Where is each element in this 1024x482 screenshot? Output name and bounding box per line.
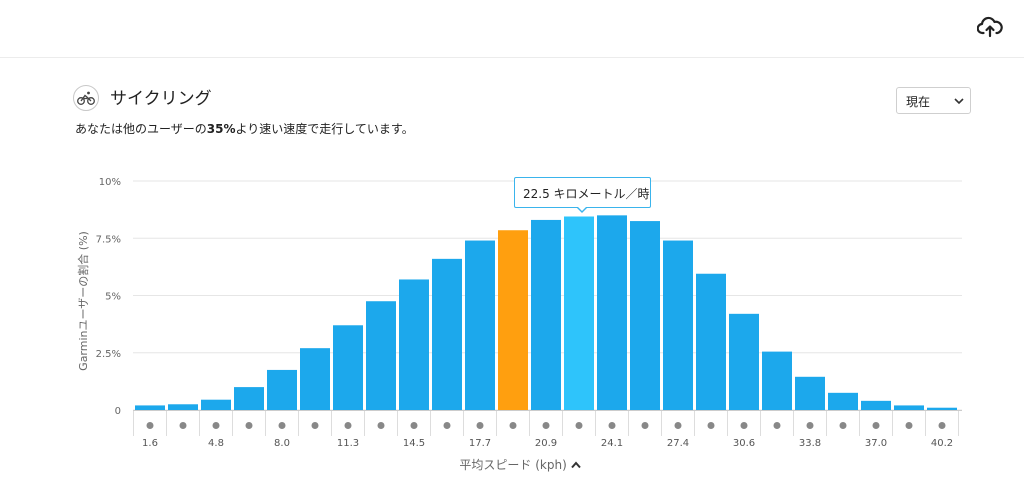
period-select[interactable]: 現在 — [896, 87, 971, 114]
summary-percent: 35% — [206, 122, 236, 136]
chevron-up-icon — [570, 461, 581, 469]
speed-summary: あなたは他のユーザーの35%より速い速度で走行しています。 — [75, 120, 414, 137]
bar-marker-dot[interactable] — [278, 422, 286, 429]
x-tick-label: 20.9 — [535, 438, 557, 449]
bar-marker-dot[interactable] — [179, 422, 187, 429]
chart-bar[interactable] — [465, 240, 495, 410]
bar-marker-dot[interactable] — [410, 422, 418, 429]
bar-marker-dot[interactable] — [146, 422, 154, 429]
x-tick-label: 40.2 — [931, 438, 953, 449]
y-tick-label: 5% — [105, 292, 121, 303]
chart-bar[interactable] — [234, 387, 264, 410]
bar-tooltip: 22.5 キロメートル／時 — [514, 177, 651, 213]
chart-bar[interactable] — [432, 258, 462, 410]
chart-bar[interactable] — [795, 376, 825, 410]
bar-marker-dot[interactable] — [344, 422, 352, 429]
chart-bar[interactable] — [927, 407, 957, 410]
x-tick-label: 17.7 — [469, 438, 491, 449]
bar-marker-dot[interactable] — [575, 422, 583, 429]
cloud-upload-icon[interactable] — [977, 16, 1003, 38]
bar-marker-dot[interactable] — [542, 422, 550, 429]
bar-marker-dot[interactable] — [839, 422, 847, 429]
bar-marker-dot[interactable] — [773, 422, 781, 429]
chart-bar[interactable] — [531, 219, 561, 410]
chart-bar[interactable] — [498, 230, 528, 410]
chart-bar[interactable] — [762, 351, 792, 410]
bar-marker-dot[interactable] — [476, 422, 484, 429]
bar-marker-dot[interactable] — [740, 422, 748, 429]
chart-bar[interactable] — [564, 216, 594, 410]
bar-marker-dot[interactable] — [509, 422, 517, 429]
bar-marker-dot[interactable] — [608, 422, 616, 429]
bar-marker-dot[interactable] — [377, 422, 385, 429]
bar-marker-dot[interactable] — [707, 422, 715, 429]
bar-marker-dot[interactable] — [938, 422, 946, 429]
bar-marker-dot[interactable] — [905, 422, 913, 429]
chart-bar[interactable] — [300, 348, 330, 410]
x-axis-label: 平均スピード (kph) — [459, 458, 567, 472]
x-tick-label: 33.8 — [799, 438, 821, 449]
x-tick-label: 4.8 — [208, 438, 224, 449]
x-tick-label: 27.4 — [667, 438, 689, 449]
bar-marker-dot[interactable] — [311, 422, 319, 429]
bar-marker-dot[interactable] — [212, 422, 220, 429]
bar-marker-dot[interactable] — [806, 422, 814, 429]
x-axis-title[interactable]: 平均スピード (kph) — [440, 456, 600, 473]
chart-bar[interactable] — [168, 404, 198, 410]
x-tick-label: 1.6 — [142, 438, 158, 449]
x-tick-label: 11.3 — [337, 438, 359, 449]
chart-bar[interactable] — [729, 313, 759, 410]
chart-bar[interactable] — [267, 369, 297, 410]
chart-bar[interactable] — [894, 405, 924, 410]
chart-bar[interactable] — [696, 273, 726, 410]
page-title: サイクリング — [110, 89, 212, 109]
x-tick-label: 8.0 — [274, 438, 290, 449]
chart-bar[interactable] — [861, 400, 891, 410]
tooltip-text: 22.5 キロメートル／時 — [523, 187, 650, 201]
y-axis-title: Garminユーザーの割合 (%) — [77, 231, 90, 371]
chart-bar[interactable] — [135, 405, 165, 410]
chart-bar[interactable] — [366, 301, 396, 410]
y-tick-label: 7.5% — [96, 234, 121, 245]
y-tick-label: 0 — [115, 406, 121, 417]
chart-bar[interactable] — [333, 325, 363, 410]
x-tick-label: 30.6 — [733, 438, 755, 449]
summary-prefix: あなたは他のユーザーの — [75, 122, 207, 136]
bar-marker-dot[interactable] — [872, 422, 880, 429]
bar-marker-dot[interactable] — [641, 422, 649, 429]
x-tick-label: 14.5 — [403, 438, 425, 449]
cycling-icon — [73, 85, 99, 111]
y-tick-label: 2.5% — [96, 349, 121, 360]
summary-suffix: より速い速度で走行しています。 — [235, 122, 414, 136]
chart-bar[interactable] — [597, 215, 627, 410]
y-tick-label: 10% — [99, 177, 121, 188]
x-tick-label: 24.1 — [601, 438, 623, 449]
bar-marker-dot[interactable] — [443, 422, 451, 429]
chart-bar[interactable] — [201, 399, 231, 410]
chart-bar[interactable] — [828, 392, 858, 410]
chart-bar[interactable] — [630, 221, 660, 410]
x-tick-label: 37.0 — [865, 438, 887, 449]
chevron-down-icon — [954, 98, 964, 105]
period-select-value: 現在 — [906, 95, 931, 109]
chart-bar[interactable] — [663, 240, 693, 410]
chart-bar[interactable] — [399, 279, 429, 410]
bar-marker-dot[interactable] — [245, 422, 253, 429]
bar-marker-dot[interactable] — [674, 422, 682, 429]
top-bar — [0, 0, 1024, 58]
